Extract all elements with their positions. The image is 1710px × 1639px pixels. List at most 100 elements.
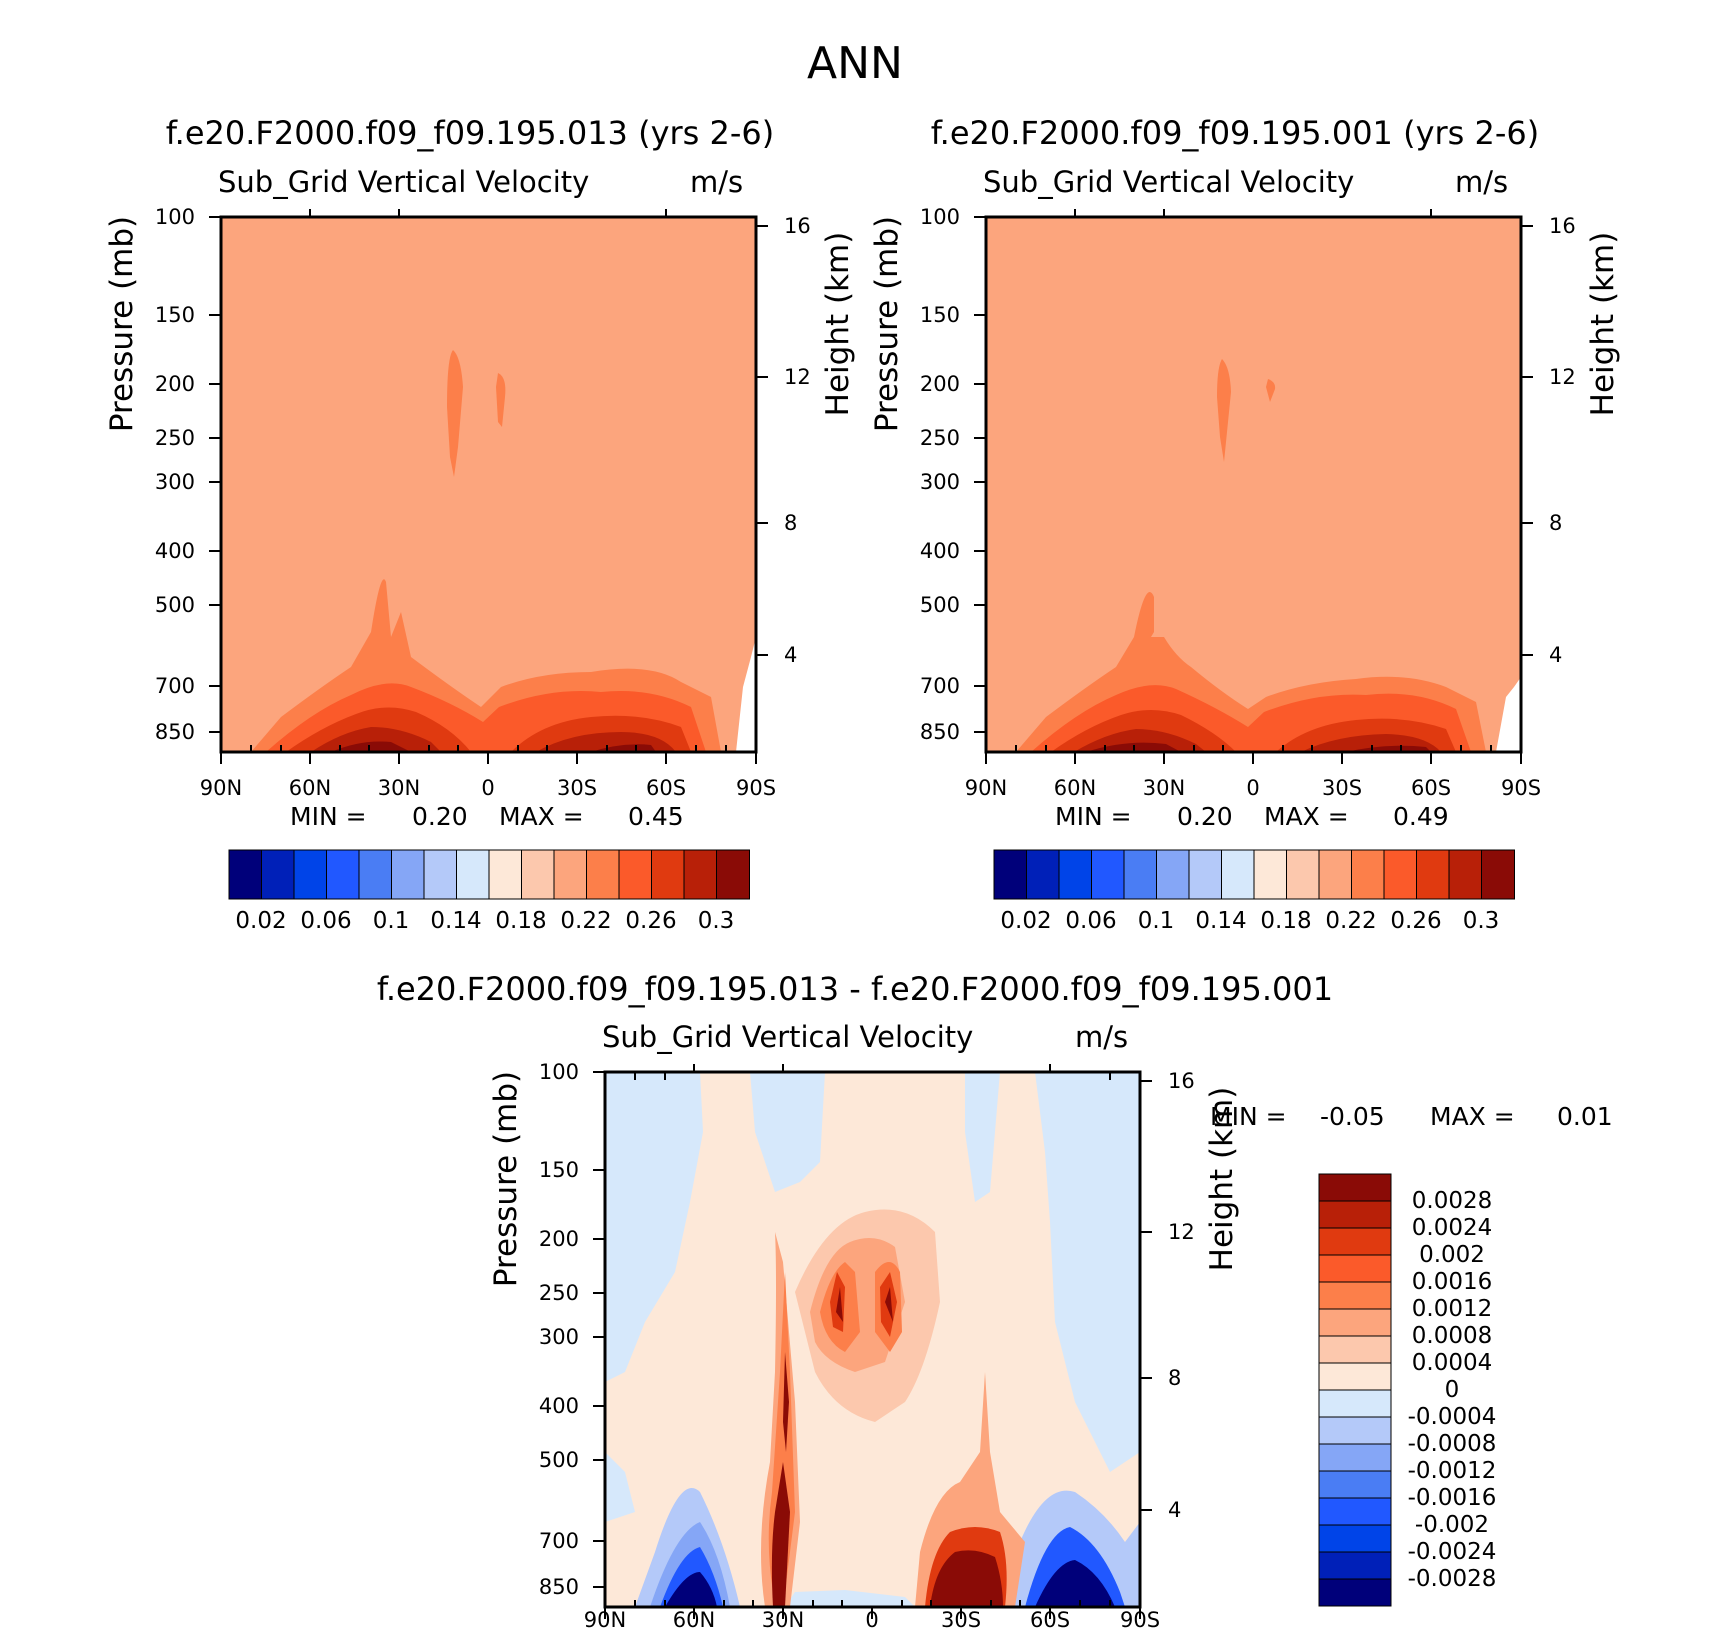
colorbar-tick-label: -0.0024	[1407, 1539, 1497, 1565]
colorbar-tick-label: -0.0028	[1407, 1566, 1497, 1592]
height-tick: 8	[1549, 511, 1563, 535]
colorbar-tick-label: 0.26	[625, 908, 677, 934]
colorbar-right	[993, 849, 1515, 900]
latitude-tick: 30N	[377, 776, 421, 800]
latitude-tick: 60N	[288, 776, 332, 800]
colorbar-tick-label: 0.3	[1462, 908, 1500, 934]
height-tick: 16	[1549, 214, 1576, 238]
contour-plot-left	[209, 209, 768, 764]
latitude-tick: 90S	[1119, 1608, 1161, 1632]
units-label-diff: m/s	[1075, 1020, 1129, 1054]
colorbar-tick-label: 0.06	[300, 908, 352, 934]
panel-title-diff: f.e20.F2000.f09_f09.195.013 - f.e20.F200…	[376, 970, 1334, 1008]
pressure-tick: 100	[919, 205, 960, 229]
min-value: 0.20	[1177, 802, 1233, 831]
pressure-tick: 300	[919, 470, 960, 494]
colorbar-tick-label: -0.0008	[1407, 1431, 1497, 1457]
height-tick: 4	[1549, 643, 1563, 667]
latitude-tick: 30N	[1142, 776, 1186, 800]
pressure-tick: 100	[154, 205, 195, 229]
height-tick: 12	[1549, 365, 1576, 389]
pressure-tick: 700	[154, 674, 195, 698]
colorbar-tick-label: 0.14	[430, 908, 482, 934]
height-tick: 16	[1168, 1069, 1195, 1093]
latitude-tick: 0	[1246, 776, 1260, 800]
min-value: -0.05	[1320, 1102, 1385, 1131]
height-tick: 4	[1168, 1498, 1182, 1522]
height-axis-label: Height (km)	[1204, 1086, 1240, 1272]
colorbar-left	[228, 849, 750, 900]
pressure-tick: 300	[538, 1325, 579, 1349]
latitude-tick: 60S	[645, 776, 687, 800]
min-label: MIN =	[290, 802, 367, 831]
pressure-tick: 850	[538, 1575, 579, 1599]
latitude-tick: 60N	[1053, 776, 1097, 800]
pressure-axis-label: Pressure (mb)	[488, 1070, 524, 1288]
min-label: MIN =	[1055, 802, 1132, 831]
colorbar-tick-label: 0.06	[1065, 908, 1117, 934]
colorbar-tick-label: -0.0004	[1407, 1404, 1497, 1430]
pressure-axis-label: Pressure (mb)	[104, 215, 140, 433]
colorbar-tick-label: 0.0004	[1411, 1350, 1493, 1376]
pressure-tick: 850	[919, 720, 960, 744]
colorbar-tick-label: 0.1	[372, 908, 410, 934]
latitude-tick: 90S	[735, 776, 777, 800]
pressure-tick: 100	[538, 1060, 579, 1084]
pressure-tick: 400	[919, 539, 960, 563]
colorbar-tick-label: 0.22	[1325, 908, 1377, 934]
pressure-tick: 400	[154, 539, 195, 563]
contour-plot-right	[974, 209, 1533, 764]
colorbar-tick-label: -0.002	[1414, 1512, 1490, 1538]
pressure-tick: 250	[919, 426, 960, 450]
height-tick: 12	[1168, 1220, 1195, 1244]
latitude-tick: 90N	[964, 776, 1008, 800]
colorbar-tick-label: 0.0008	[1411, 1323, 1493, 1349]
colorbar-tick-label: 0.3	[697, 908, 735, 934]
colorbar-tick-label: 0.14	[1195, 908, 1247, 934]
units-label-left: m/s	[690, 165, 744, 199]
height-tick: 16	[784, 214, 811, 238]
units-label-right: m/s	[1455, 165, 1509, 199]
pressure-tick: 850	[154, 720, 195, 744]
figure-title: ANN	[807, 38, 903, 89]
colorbar-tick-label: 0.0024	[1411, 1215, 1493, 1241]
pressure-axis-label: Pressure (mb)	[869, 215, 905, 433]
latitude-tick: 60S	[1029, 1608, 1071, 1632]
pressure-tick: 400	[538, 1394, 579, 1418]
latitude-tick: 30N	[761, 1608, 805, 1632]
pressure-tick: 150	[919, 303, 960, 327]
height-axis-label: Height (km)	[1585, 231, 1621, 417]
min-label: MIN =	[1210, 1102, 1287, 1131]
pressure-tick: 250	[538, 1281, 579, 1305]
colorbar-tick-label: -0.0016	[1407, 1485, 1497, 1511]
max-label: MAX =	[1264, 802, 1349, 831]
latitude-tick: 90S	[1500, 776, 1542, 800]
panel-title-left: f.e20.F2000.f09_f09.195.013 (yrs 2-6)	[165, 114, 775, 152]
pressure-tick: 500	[919, 593, 960, 617]
panel-title-right: f.e20.F2000.f09_f09.195.001 (yrs 2-6)	[930, 114, 1540, 152]
height-tick: 8	[784, 511, 798, 535]
latitude-tick: 0	[865, 1608, 879, 1632]
max-value: 0.49	[1393, 802, 1449, 831]
pressure-tick: 500	[154, 593, 195, 617]
pressure-tick: 700	[919, 674, 960, 698]
latitude-tick: 90N	[199, 776, 243, 800]
latitude-tick: 60N	[672, 1608, 716, 1632]
max-value: 0.01	[1557, 1102, 1613, 1131]
height-axis-label: Height (km)	[820, 231, 856, 417]
pressure-tick: 200	[154, 372, 195, 396]
height-tick: 12	[784, 365, 811, 389]
pressure-tick: 200	[538, 1227, 579, 1251]
height-tick: 8	[1168, 1366, 1182, 1390]
colorbar-tick-label: 0.002	[1419, 1242, 1485, 1268]
min-value: 0.20	[412, 802, 468, 831]
max-label: MAX =	[1430, 1102, 1515, 1131]
pressure-tick: 250	[154, 426, 195, 450]
colorbar-tick-label: 0.22	[560, 908, 612, 934]
colorbar-tick-label: 0.0012	[1411, 1296, 1493, 1322]
pressure-tick: 200	[919, 372, 960, 396]
colorbar-tick-label: 0.0016	[1411, 1269, 1493, 1295]
colorbar-diff	[1318, 1173, 1392, 1607]
latitude-tick: 30S	[940, 1608, 982, 1632]
pressure-tick: 150	[538, 1158, 579, 1182]
